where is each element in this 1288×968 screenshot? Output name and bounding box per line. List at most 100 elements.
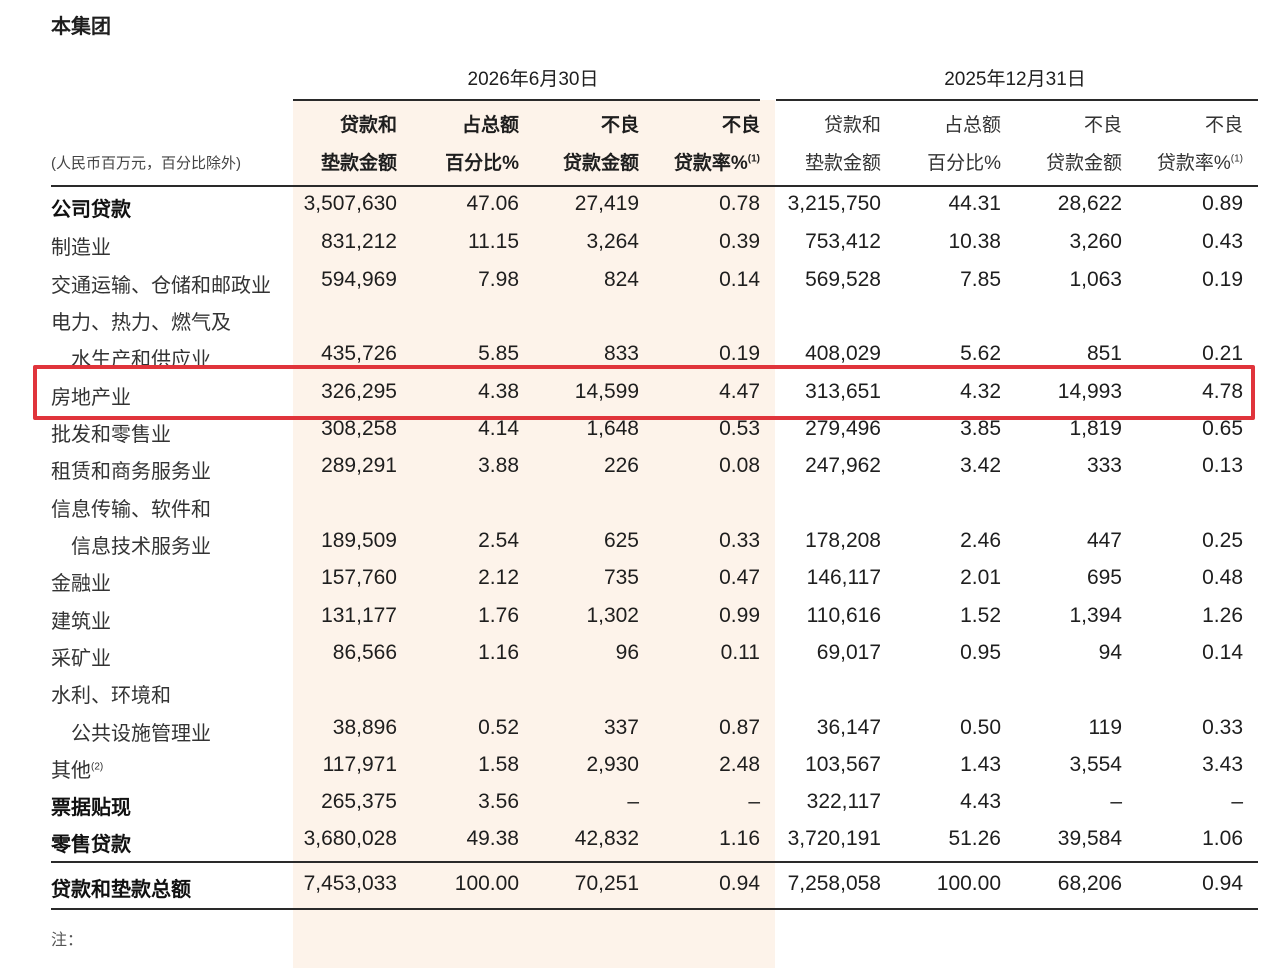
row-label: 其他(2) [51,760,104,782]
table-cell: 14,993 [1057,380,1122,403]
table-cell: 100.00 [936,872,1001,895]
table-cell: 695 [1086,566,1122,589]
table-cell: 1.43 [960,753,1001,776]
table-cell: 247,962 [805,454,881,477]
column-header-npl_ratio-line1: 不良 [1204,115,1243,136]
row-label: 房地产业 [51,387,131,409]
table-cell: 28,622 [1057,192,1122,215]
table-cell: 70,251 [574,872,639,895]
table-cell: 1.06 [1202,827,1243,850]
table-cell: 4.78 [1202,380,1243,403]
table-cell: 831,212 [321,230,397,253]
column-header-loan_amount-line1: 贷款和 [339,115,397,136]
column-header-npl_amount-line1: 不良 [600,115,639,136]
table-cell: 11.15 [468,230,519,253]
table-cell: 0.14 [1202,641,1243,664]
table-cell: 117,971 [322,753,397,776]
table-cell: 51.26 [948,827,1001,850]
row-label: 水利、环境和 [51,685,171,707]
row-label: 建筑业 [51,611,111,633]
period-header-prior: 2025年12月31日 [944,69,1086,90]
table-cell: 189,509 [321,529,397,552]
table-cell: 0.13 [1202,454,1243,477]
table-cell: 3.56 [478,790,519,813]
table-cell: 625 [603,529,639,552]
column-header-npl_ratio-line2: 贷款率%(1) [673,153,760,174]
table-cell: 68,206 [1057,872,1122,895]
table-cell: 0.33 [1202,716,1243,739]
table-cell: 3.85 [960,417,1001,440]
table-cell: 447 [1086,529,1122,552]
table-cell: 2.54 [478,529,519,552]
table-cell: 0.08 [719,454,760,477]
table-cell: 4.43 [960,790,1001,813]
table-cell: 1,394 [1069,604,1122,627]
table-cell: 0.94 [1202,872,1243,895]
table-cell: 0.87 [719,716,760,739]
header-divider [51,185,1258,187]
table-cell: 3,260 [1069,230,1122,253]
table-cell: 44.31 [948,192,1001,215]
highlight-box-real-estate [33,365,1255,420]
table-cell: 94 [1098,641,1122,664]
table-cell: 178,208 [805,529,881,552]
table-cell: 3,264 [586,230,639,253]
table-cell: 0.78 [719,192,760,215]
table-cell: 326,295 [321,380,397,403]
table-cell: 3,215,750 [787,192,881,215]
footnote-marker: (2) [91,761,104,773]
table-cell: 0.11 [720,641,760,664]
table-cell: 265,375 [321,790,397,813]
table-cell: 0.25 [1202,529,1243,552]
total-divider-top [51,861,1258,863]
table-cell: 47.06 [466,192,519,215]
table-cell: – [1110,790,1122,813]
column-header-npl_ratio-line2: 贷款率%(1) [1156,153,1243,174]
row-label: 票据贴现 [51,797,131,819]
table-cell: 333 [1086,454,1122,477]
table-cell: 42,832 [574,827,639,850]
column-header-npl_ratio-line1: 不良 [721,115,760,136]
table-cell: 1.58 [478,753,519,776]
table-cell: – [748,790,760,813]
table-cell: 308,258 [321,417,397,440]
table-cell: 4.32 [960,380,1001,403]
column-header-share-line1: 占总额 [943,115,1001,136]
footnote: 注： [51,932,84,949]
row-label: 信息传输、软件和 [51,499,211,521]
table-cell: 0.99 [719,604,760,627]
table-cell: 4.14 [478,417,519,440]
table-cell: 86,566 [332,641,397,664]
unit-note: (人民币百万元，百分比除外) [51,155,241,172]
table-cell: 3.88 [478,454,519,477]
table-cell: 851 [1086,342,1122,365]
table-cell: – [1231,790,1243,813]
row-label: 租赁和商务服务业 [51,461,211,483]
table-cell: 0.43 [1202,230,1243,253]
row-label: 贷款和垫款总额 [51,879,191,901]
table-cell: 7.85 [960,268,1001,291]
table-cell: 0.95 [960,641,1001,664]
table-cell: 0.65 [1202,417,1243,440]
row-label: 公共设施管理业 [71,723,211,745]
table-cell: 2.12 [478,566,519,589]
table-cell: 103,567 [805,753,881,776]
table-cell: 49.38 [466,827,519,850]
column-header-npl_amount-line2: 贷款金额 [1045,153,1122,174]
column-header-npl_amount-line1: 不良 [1083,115,1122,136]
table-cell: 100.00 [454,872,519,895]
table-cell: 2.46 [960,529,1001,552]
table-cell: 69,017 [816,641,881,664]
table-cell: 3.43 [1202,753,1243,776]
row-label: 采矿业 [51,648,111,670]
table-cell: 3,554 [1069,753,1122,776]
table-cell: 7,258,058 [787,872,881,895]
column-header-loan_amount-line1: 贷款和 [823,115,881,136]
row-label: 交通运输、仓储和邮政业 [51,275,271,297]
table-cell: 3.42 [960,454,1001,477]
column-header-share-line2: 百分比% [927,153,1001,174]
table-cell: 226 [603,454,639,477]
table-cell: 96 [615,641,639,664]
row-label: 批发和零售业 [51,424,171,446]
table-cell: 1.76 [478,604,519,627]
